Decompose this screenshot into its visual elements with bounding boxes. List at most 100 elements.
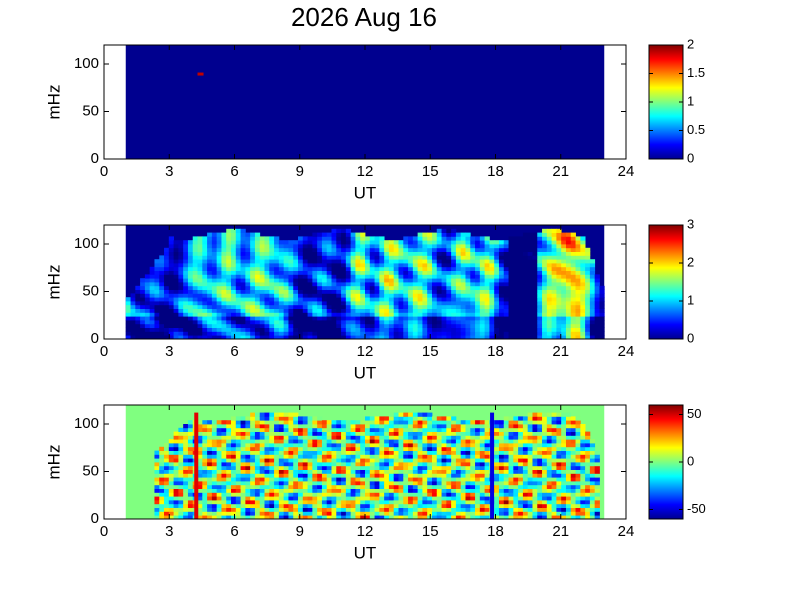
texture-cell bbox=[279, 297, 284, 301]
texture-cell bbox=[241, 274, 246, 278]
texture-cell bbox=[446, 297, 451, 301]
texture-cell bbox=[528, 263, 533, 267]
texture-cell bbox=[547, 435, 552, 439]
texture-cell bbox=[207, 432, 212, 436]
texture-cell bbox=[590, 263, 595, 267]
texture-cell bbox=[384, 432, 389, 436]
texture-cell bbox=[279, 458, 284, 462]
texture-cell bbox=[236, 312, 241, 316]
texture-cell bbox=[212, 309, 217, 313]
texture-cell bbox=[322, 233, 327, 237]
texture-cell bbox=[504, 305, 509, 309]
texture-cell bbox=[198, 267, 203, 271]
texture-cell bbox=[241, 416, 246, 420]
texture-cell bbox=[226, 229, 231, 233]
texture-cell bbox=[312, 470, 317, 474]
texture-cell bbox=[537, 309, 542, 313]
texture-cell bbox=[169, 500, 174, 504]
texture-cell bbox=[226, 252, 231, 256]
texture-cell bbox=[504, 439, 509, 443]
texture-cell bbox=[169, 496, 174, 500]
texture-cell bbox=[236, 451, 241, 455]
texture-cell bbox=[499, 500, 504, 504]
texture-cell bbox=[499, 316, 504, 320]
texture-cell bbox=[375, 447, 380, 451]
texture-cell bbox=[346, 424, 351, 428]
texture-cell bbox=[250, 328, 255, 332]
texture-cell bbox=[518, 274, 523, 278]
texture-cell bbox=[456, 282, 461, 286]
texture-cell bbox=[480, 443, 485, 447]
texture-cell bbox=[198, 290, 203, 294]
texture-cell bbox=[504, 248, 509, 252]
texture-cell bbox=[231, 305, 236, 309]
texture-cell bbox=[451, 293, 456, 297]
texture-cell bbox=[499, 420, 504, 424]
texture-cell bbox=[422, 274, 427, 278]
texture-cell bbox=[585, 252, 590, 256]
texture-cell bbox=[470, 508, 475, 512]
texture-cell bbox=[465, 263, 470, 267]
texture-cell bbox=[523, 320, 528, 324]
texture-cell bbox=[518, 504, 523, 508]
texture-cell bbox=[403, 297, 408, 301]
texture-cell bbox=[217, 267, 222, 271]
texture-cell bbox=[437, 424, 442, 428]
texture-cell bbox=[274, 301, 279, 305]
texture-cell bbox=[394, 244, 399, 248]
texture-cell bbox=[260, 316, 265, 320]
texture-cell bbox=[346, 473, 351, 477]
texture-cell bbox=[446, 267, 451, 271]
texture-cell bbox=[221, 485, 226, 489]
texture-cell bbox=[370, 293, 375, 297]
texture-cell bbox=[346, 252, 351, 256]
texture-cell bbox=[174, 492, 179, 496]
texture-cell bbox=[432, 508, 437, 512]
texture-cell bbox=[403, 485, 408, 489]
texture-cell bbox=[217, 328, 222, 332]
texture-cell bbox=[255, 466, 260, 470]
texture-cell bbox=[198, 489, 203, 493]
texture-cell bbox=[298, 290, 303, 294]
texture-cell bbox=[183, 293, 188, 297]
texture-cell bbox=[250, 316, 255, 320]
texture-cell bbox=[427, 492, 432, 496]
texture-cell bbox=[408, 504, 413, 508]
texture-cell bbox=[528, 451, 533, 455]
texture-cell bbox=[298, 432, 303, 436]
texture-cell bbox=[485, 309, 490, 313]
texture-cell bbox=[236, 504, 241, 508]
texture-cell bbox=[351, 439, 356, 443]
texture-cell bbox=[174, 485, 179, 489]
texture-cell bbox=[451, 252, 456, 256]
texture-cell bbox=[250, 420, 255, 424]
texture-cell bbox=[528, 274, 533, 278]
texture-cell bbox=[245, 447, 250, 451]
texture-cell bbox=[293, 240, 298, 244]
y-tick-label: 0 bbox=[91, 150, 99, 167]
texture-cell bbox=[461, 428, 466, 432]
texture-cell bbox=[241, 489, 246, 493]
texture-cell bbox=[221, 305, 226, 309]
texture-cell bbox=[509, 320, 514, 324]
texture-cell bbox=[418, 500, 423, 504]
texture-cell bbox=[317, 274, 322, 278]
texture-cell bbox=[499, 274, 504, 278]
texture-cell bbox=[341, 324, 346, 328]
texture-cell bbox=[341, 267, 346, 271]
texture-cell bbox=[532, 244, 537, 248]
texture-cell bbox=[217, 443, 222, 447]
texture-cell bbox=[250, 500, 255, 504]
texture-cell bbox=[226, 458, 231, 462]
texture-cell bbox=[432, 274, 437, 278]
texture-cell bbox=[279, 252, 284, 256]
texture-cell bbox=[159, 481, 164, 485]
texture-cell bbox=[226, 290, 231, 294]
texture-cell bbox=[351, 481, 356, 485]
texture-cell bbox=[212, 274, 217, 278]
texture-cell bbox=[159, 508, 164, 512]
texture-cell bbox=[174, 248, 179, 252]
texture-cell bbox=[489, 240, 494, 244]
texture-cell bbox=[398, 447, 403, 451]
